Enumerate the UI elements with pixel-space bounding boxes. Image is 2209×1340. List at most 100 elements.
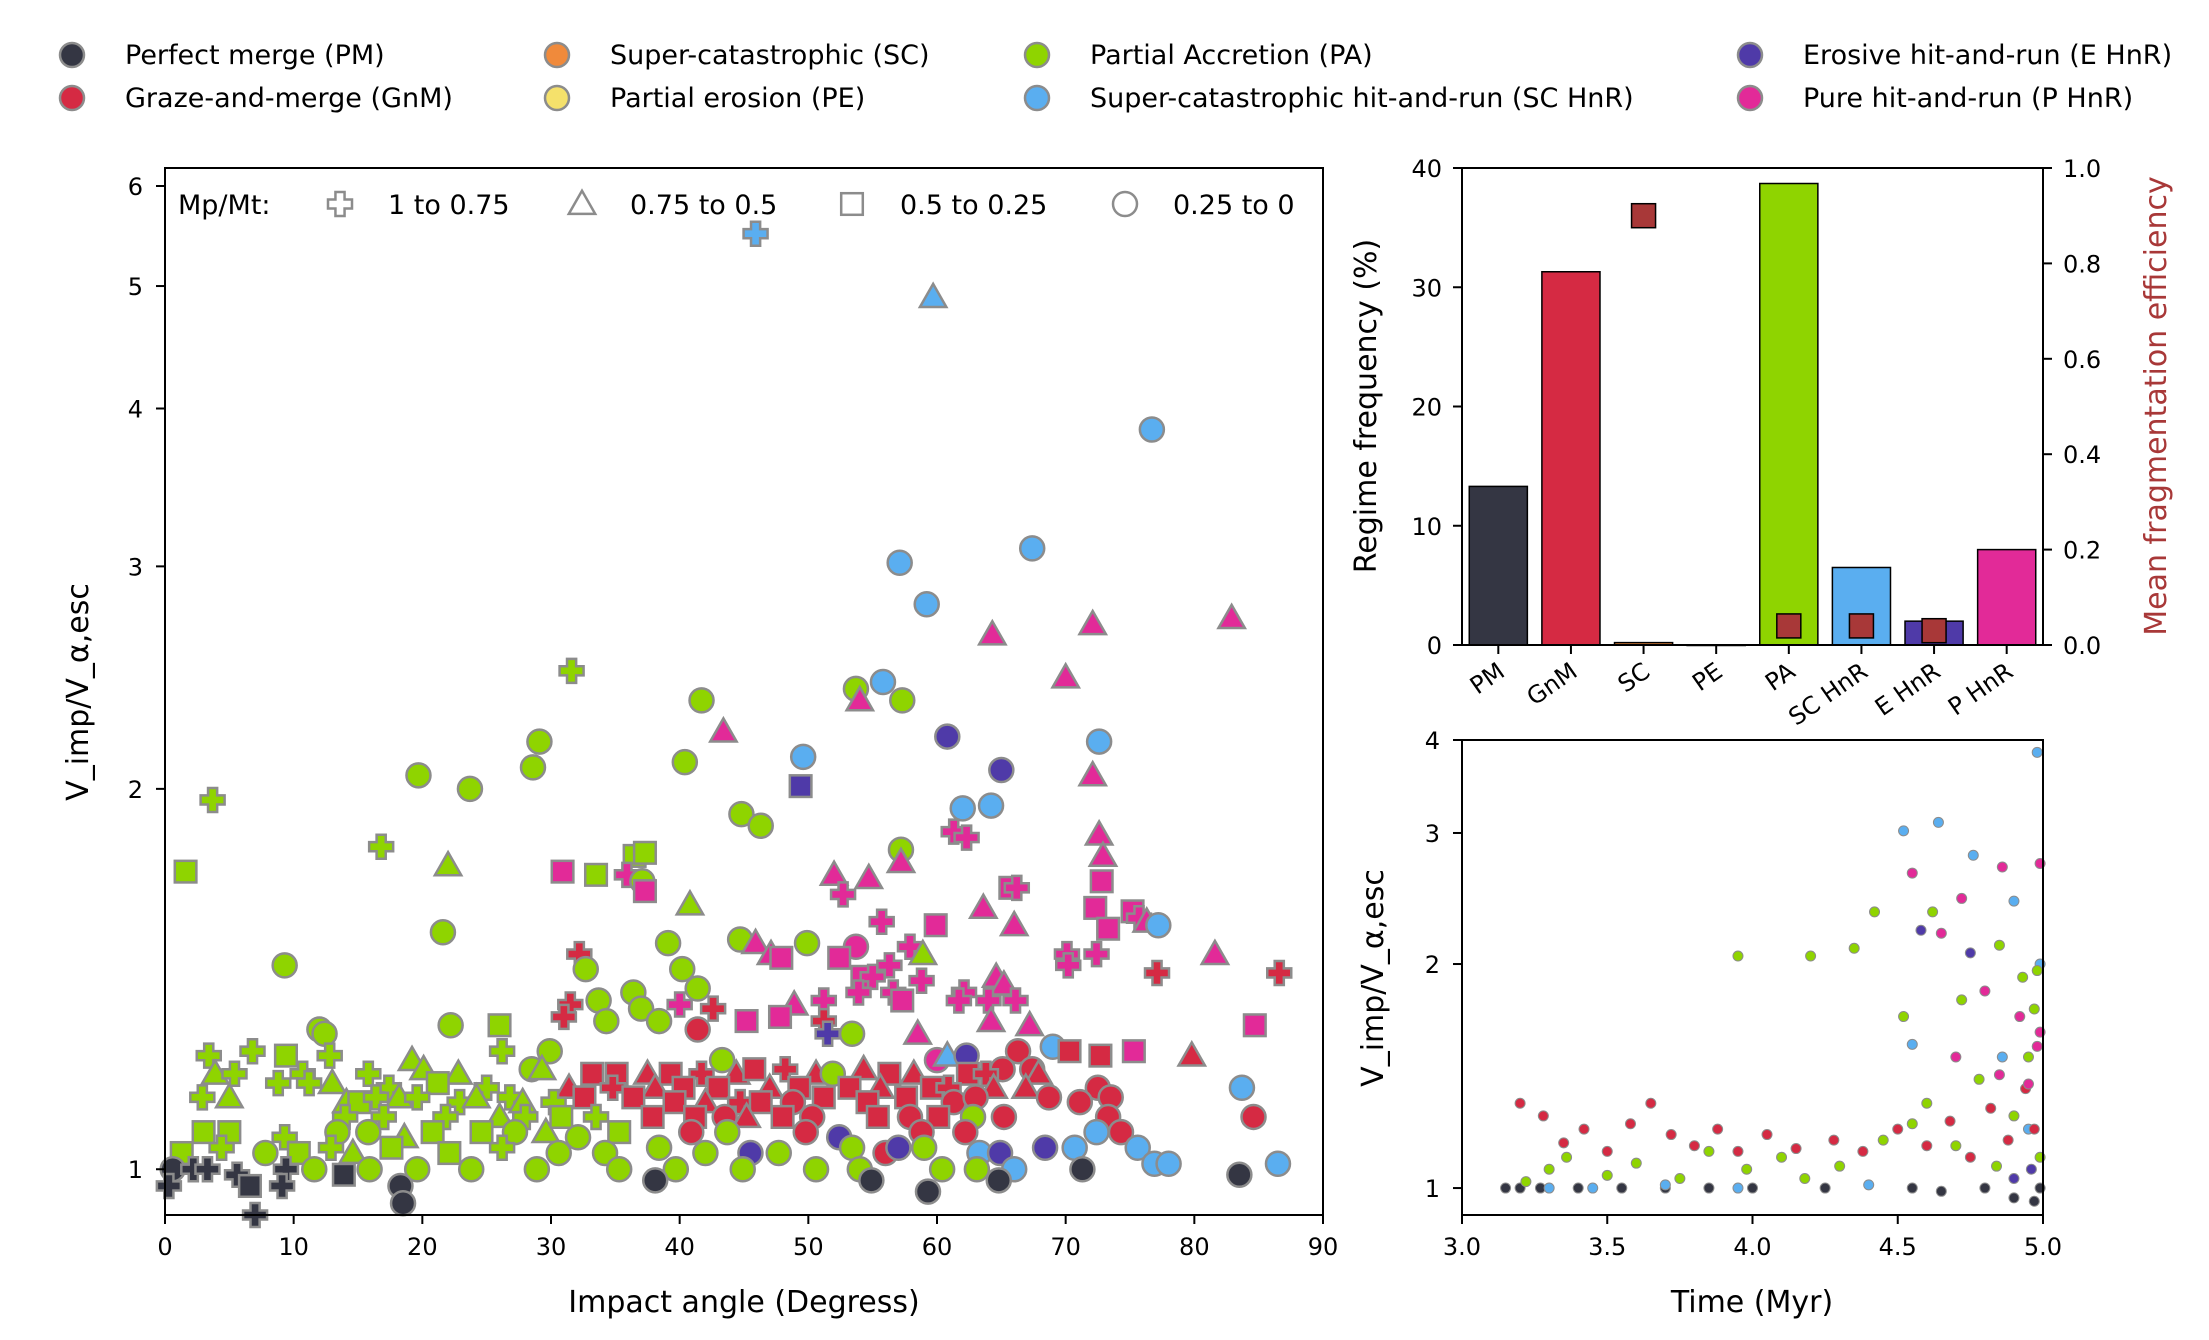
time-scatter-point	[1761, 1129, 1773, 1141]
time-scatter-points	[1500, 746, 2046, 1207]
y-tick-label: 0	[1427, 632, 1442, 660]
time-scatter-point	[1601, 1145, 1613, 1157]
angle-scatter-point	[668, 955, 696, 983]
time-scatter-point	[1578, 1123, 1590, 1135]
time-scatter-point	[1906, 1182, 1918, 1194]
x-tick-label: PE	[1687, 657, 1727, 697]
angle-scatter-point	[593, 1007, 620, 1035]
angle-scatter-point	[858, 1167, 885, 1194]
time-scatter-point	[1616, 1182, 1628, 1194]
time-scatter-panel: 3.0 3.5 4.0 4.5 5.0 1 2 3 4 Time (Myr) V_imp/V_α…	[1356, 727, 2062, 1320]
time-scatter-point	[1956, 892, 1968, 904]
time-scatter-point	[1601, 1169, 1613, 1181]
angle-scatter-point	[886, 549, 913, 576]
angle-scatter-point	[370, 1103, 397, 1131]
angle-scatter-point	[1226, 1161, 1253, 1189]
angle-scatter-point	[748, 1090, 773, 1115]
angle-scatter-point	[191, 1120, 216, 1145]
angle-scatter-point	[1124, 1134, 1151, 1161]
angle-scatter-point	[838, 1020, 866, 1048]
angle-scatter-point	[1087, 840, 1119, 868]
regime-legend-entry: Super-catastrophic hit-and-run (SC HnR)	[1023, 83, 1634, 114]
angle-scatter-point	[317, 1134, 345, 1161]
time-scatter-point	[2031, 746, 2043, 758]
angle-scatter-point	[558, 657, 585, 685]
time-scatter-point	[1921, 1097, 1933, 1109]
angle-scatter-point	[523, 1155, 551, 1183]
time-scatter-point	[1732, 1145, 1744, 1157]
time-scatter-point	[1703, 1182, 1715, 1194]
angle-scatter-point	[765, 1139, 792, 1167]
x-tick-label: P HnR	[1943, 657, 2018, 721]
x-tick-label: 4.0	[1733, 1233, 1771, 1261]
time-scatter-point	[1993, 939, 2005, 951]
time-scatter-point	[1558, 1137, 1570, 1149]
regime-legend-label: Perfect merge (PM)	[125, 40, 385, 71]
angle-scatter-point	[827, 945, 852, 970]
regime-legend-label: Erosive hit-and-run (E HnR)	[1803, 40, 2172, 71]
angle-scatter-point	[208, 1134, 235, 1161]
angle-scatter-point	[189, 1084, 216, 1111]
angle-scatter-point	[945, 987, 973, 1014]
mass-legend-label: 1 to 0.75	[388, 190, 510, 221]
mass-legend-label: 0.5 to 0.25	[900, 190, 1047, 221]
angle-scatter-point	[728, 800, 755, 828]
angle-scatter-point	[367, 833, 395, 860]
angle-scatter-point	[747, 812, 774, 840]
x-tick-label: 60	[922, 1233, 953, 1261]
fragmentation-marker	[1630, 202, 1657, 229]
time-scatter-point	[1561, 1151, 1573, 1163]
y-tick-label: 6	[128, 173, 143, 201]
angle-scatter-point	[844, 684, 876, 712]
angle-scatter-point	[952, 1118, 979, 1146]
time-scatter-point	[1996, 1051, 2008, 1063]
regime-legend-label: Super-catastrophic (SC)	[610, 40, 930, 71]
time-scatter-point	[1834, 1160, 1846, 1172]
angle-scatter-point	[1228, 1074, 1256, 1102]
angle-scatter-point	[1096, 916, 1121, 941]
angle-scatter-point	[580, 1061, 605, 1086]
angle-scatter-point	[885, 1134, 912, 1161]
time-scatter-point	[1935, 1185, 1947, 1197]
angle-scatter-point	[1199, 938, 1231, 966]
angle-scatter-point	[788, 774, 813, 799]
x-tick-label: 80	[1179, 1233, 1210, 1261]
angle-scatter-point	[792, 1118, 820, 1146]
mass-legend-label: 0.75 to 0.5	[630, 190, 777, 221]
angle-scatter-point	[356, 1155, 383, 1183]
frequency-bar	[1468, 485, 1529, 646]
time-scatter-point	[2022, 1051, 2034, 1063]
angle-scatter-point	[173, 859, 198, 884]
angle-scatter-point	[1057, 1039, 1082, 1064]
angle-scatter-point	[953, 824, 980, 851]
angle-scatter-point	[708, 715, 739, 743]
time-scatter-point	[1790, 1143, 1802, 1155]
time-scatter-point	[1967, 849, 1979, 861]
angle-scatter-point	[848, 1053, 880, 1081]
angle-scatter-point	[708, 1046, 736, 1074]
angle-scatter-point	[940, 818, 967, 845]
angle-scatter-point	[239, 1037, 266, 1065]
y-tick-label: 40	[1411, 155, 1442, 183]
angle-scatter-point	[671, 748, 699, 776]
time-scatter-point	[1915, 924, 1927, 936]
angle-scatter-point	[1018, 535, 1046, 562]
angle-scatter-point	[1023, 1058, 1055, 1085]
time-scatter-point	[1543, 1163, 1555, 1175]
angle-scatter-point	[913, 590, 940, 618]
time-scatter-point	[1659, 1179, 1671, 1191]
angle-scatter-ylabel-text: V_imp/V_α,esc	[61, 583, 96, 801]
time-scatter-point	[1991, 1160, 2003, 1172]
angle-scatter-ylabel: V_imp/V_α,esc	[61, 583, 96, 801]
time-scatter-point	[1932, 816, 1944, 828]
angle-scatter-point	[530, 1116, 562, 1144]
angle-scatter-point	[814, 1020, 841, 1048]
y-tick-label: 1	[1425, 1175, 1440, 1203]
angle-scatter-point	[1014, 1009, 1045, 1037]
angle-scatter-point	[923, 913, 948, 938]
time-scatter-point	[1985, 1102, 1997, 1114]
angle-scatter-point	[934, 723, 961, 750]
angle-scatter-point	[627, 995, 655, 1022]
regime-legend-entry: Erosive hit-and-run (E HnR)	[1736, 40, 2172, 71]
time-scatter-point	[1898, 825, 1910, 837]
